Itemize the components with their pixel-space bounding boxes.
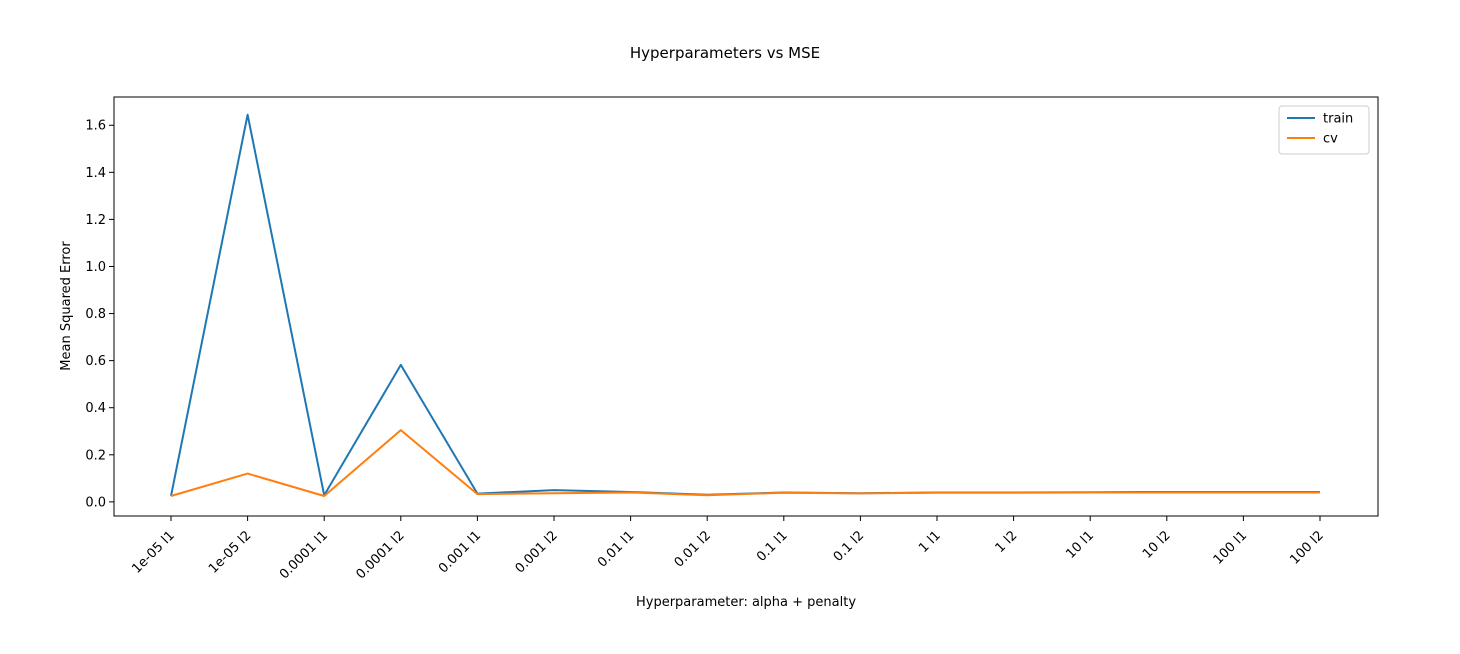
axes-frame (113, 96, 1379, 517)
x-tick-label: 0.0001 l1 (277, 528, 331, 582)
x-tick-label: 10 l1 (1063, 528, 1097, 562)
chart-title: Hyperparameters vs MSE (630, 44, 820, 62)
y-tick-label: 1.4 (85, 166, 106, 181)
y-tick-label: 0.2 (85, 448, 106, 463)
y-tick-label: 0.0 (85, 495, 106, 510)
y-axis: 0.0 0.2 0.4 0.6 0.8 1.0 1.2 1.4 1.6 (85, 119, 114, 510)
x-tick-label: 10 l2 (1140, 528, 1174, 562)
series-line-train (170, 113, 1320, 497)
x-axis: 1e-05 l1 1e-05 l2 0.0001 l1 0.0001 l2 0.001 … (129, 516, 1327, 582)
x-tick-label: 100 l2 (1287, 528, 1326, 567)
y-axis-label: Mean Squared Error (59, 241, 74, 371)
plot-area (170, 113, 1320, 497)
x-axis-label: Hyperparameter: alpha + penalty (636, 595, 856, 610)
series-line-cv (170, 429, 1320, 497)
x-tick-label: 100 l1 (1211, 528, 1250, 567)
x-tick-label: 0.0001 l2 (354, 528, 408, 582)
x-tick-label: 1e-05 l2 (206, 528, 254, 576)
x-tick-label: 0.01 l2 (672, 528, 714, 570)
y-tick-label: 0.6 (85, 354, 106, 369)
y-tick-label: 1.2 (85, 213, 106, 228)
y-tick-label: 1.6 (85, 119, 106, 134)
y-tick-label: 0.4 (85, 401, 106, 416)
y-tick-label: 1.0 (85, 260, 106, 275)
legend: train cv (1278, 105, 1370, 155)
x-tick-label: 0.01 l1 (595, 528, 637, 570)
x-tick-label: 0.001 l1 (436, 528, 484, 576)
x-tick-label: 1e-05 l1 (129, 528, 177, 576)
x-tick-label: 0.1 l1 (754, 528, 791, 565)
legend-label-train: train (1323, 112, 1353, 127)
y-tick-label: 0.8 (85, 307, 106, 322)
legend-label-cv: cv (1323, 132, 1338, 147)
x-tick-label: 1 l2 (993, 528, 1021, 556)
x-tick-label: 1 l1 (916, 528, 944, 556)
x-tick-label: 0.001 l2 (513, 528, 561, 576)
x-tick-label: 0.1 l2 (831, 528, 868, 565)
